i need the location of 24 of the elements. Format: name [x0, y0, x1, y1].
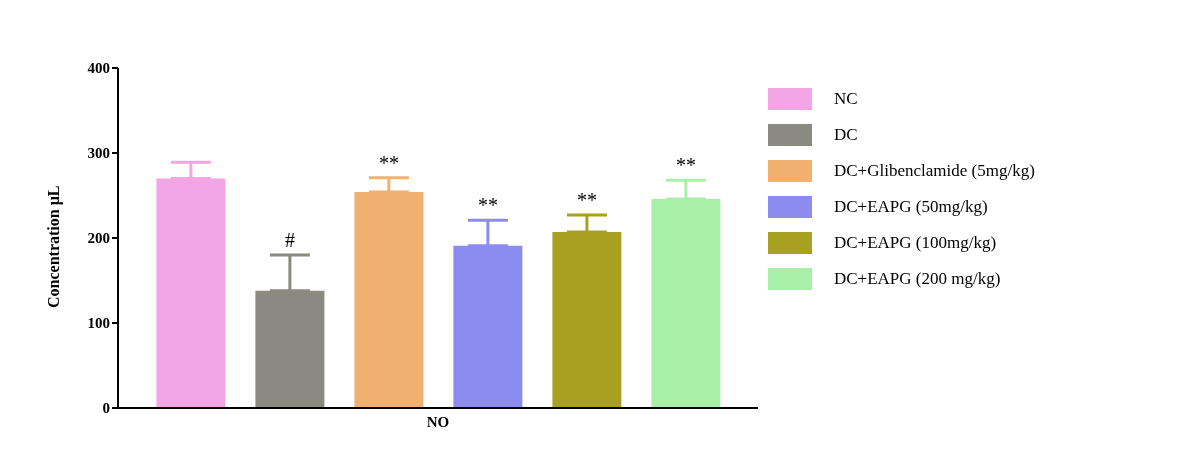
bar — [354, 192, 424, 408]
annotation: ** — [477, 194, 498, 217]
bar — [651, 198, 721, 408]
y-tick-label: 0 — [102, 400, 110, 417]
y-tick-label: 200 — [87, 230, 110, 247]
legend-label: DC+Glibenclamide (5mg/kg) — [834, 161, 1035, 181]
legend-label: DC+EAPG (100mg/kg) — [834, 233, 997, 253]
y-axis-title: Concentration μL — [44, 185, 63, 308]
bar — [453, 245, 523, 408]
bar — [255, 290, 325, 408]
bar — [552, 232, 622, 408]
annotation: # — [284, 229, 295, 251]
y-tick-label: 300 — [87, 145, 110, 162]
legend-label: DC — [834, 125, 858, 145]
annotation: ** — [378, 151, 399, 174]
legend-label: DC+EAPG (200 mg/kg) — [834, 269, 1001, 289]
y-tick-label: 100 — [87, 315, 110, 332]
x-tick-label: NO — [426, 413, 450, 430]
legend-label: NC — [834, 89, 858, 109]
annotation: ** — [576, 189, 597, 212]
bar — [156, 178, 226, 408]
annotation: ** — [675, 154, 696, 177]
y-tick-label: 400 — [87, 60, 110, 77]
legend-label: DC+EAPG (50mg/kg) — [834, 197, 988, 217]
